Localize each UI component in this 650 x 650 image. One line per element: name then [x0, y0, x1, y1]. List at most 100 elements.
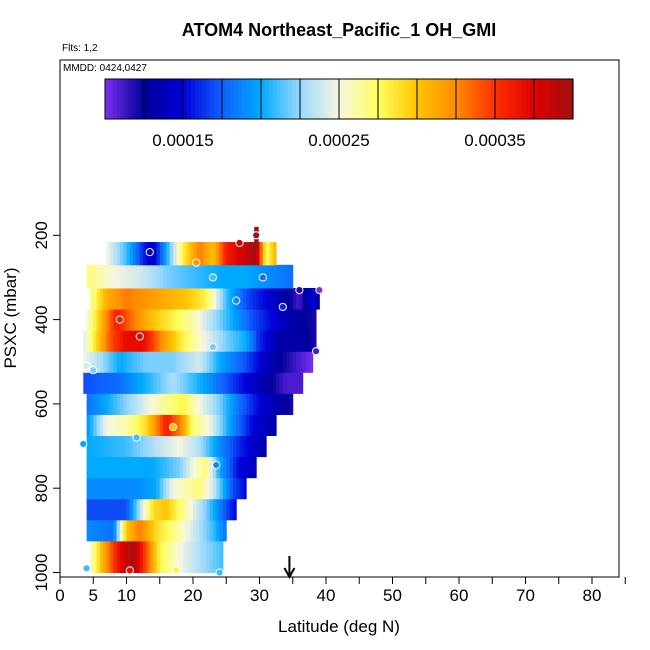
heatmap-cell [259, 435, 264, 458]
colorbar-swatch [335, 79, 340, 119]
heatmap-cell [246, 309, 251, 331]
colorbar-swatch [506, 79, 512, 119]
heatmap-cell [139, 519, 144, 542]
heatmap-cell [222, 456, 227, 479]
heatmap-cell [183, 393, 187, 415]
colorbar-swatch [456, 79, 461, 119]
heatmap-cell [143, 456, 147, 479]
heatmap-cell [276, 372, 280, 394]
colorbar-swatch [249, 79, 254, 119]
heatmap-cell [306, 351, 310, 373]
heatmap-cell [96, 264, 101, 289]
heatmap-cell [272, 414, 277, 437]
heatmap-cell [252, 309, 257, 331]
heatmap-cell [106, 330, 111, 352]
heatmap-cell [186, 351, 191, 373]
heatmap-cell [199, 330, 204, 352]
heatmap-cell [149, 435, 154, 458]
heatmap-cell [93, 372, 98, 394]
latitude-arrow [283, 556, 296, 580]
heatmap-cell [159, 287, 164, 310]
heatmap-cell [259, 309, 264, 331]
heatmap-cell [189, 309, 194, 331]
observation-point [208, 273, 218, 282]
heatmap-cell [116, 242, 121, 266]
colorbar-swatch [280, 79, 285, 119]
heatmap-cell [109, 393, 114, 415]
heatmap-cell [193, 477, 197, 500]
heatmap-cell [179, 498, 184, 521]
heatmap-cell [232, 351, 237, 373]
heatmap-cell [219, 393, 224, 415]
heatmap-cell [133, 351, 137, 373]
heatmap-cell [106, 477, 111, 500]
colorbar-swatch [311, 79, 317, 119]
x-axis-label: Latitude (deg N) [278, 617, 400, 636]
heatmap-cell [196, 351, 201, 373]
heatmap-cell [239, 435, 244, 458]
heatmap-cell [96, 351, 101, 373]
heatmap-cell [246, 242, 251, 266]
heatmap-cell [212, 540, 217, 573]
heatmap-cell [272, 287, 277, 310]
colorbar-swatch [514, 79, 519, 119]
colorbar-swatch [120, 79, 126, 119]
heatmap-cell [202, 456, 207, 479]
heatmap-cell [103, 498, 108, 521]
heatmap-cell [196, 519, 201, 542]
heatmap-cell [153, 264, 157, 289]
heatmap-cell [209, 309, 214, 331]
heatmap-cell [286, 287, 290, 310]
colorbar-swatch [397, 79, 402, 119]
colorbar-swatch [128, 79, 133, 119]
heatmap-cell [249, 309, 254, 331]
heatmap-cell [159, 519, 164, 542]
heatmap-cell [106, 372, 111, 394]
heatmap-cell [236, 330, 241, 352]
heatmap-cell [246, 414, 251, 437]
colorbar-swatch [331, 79, 336, 119]
heatmap-cell [109, 414, 114, 437]
heatmap-cell [199, 309, 204, 331]
heatmap-cell [269, 372, 274, 394]
heatmap-cell [219, 435, 224, 458]
heatmap-cell [89, 498, 94, 521]
heatmap-cell [133, 435, 137, 458]
heatmap-cell [83, 351, 88, 373]
colorbar-swatch [436, 79, 441, 119]
heatmap-cell [93, 287, 98, 310]
heatmap-cell [186, 264, 191, 289]
heatmap-cell [229, 351, 234, 373]
heatmap-cell [232, 264, 237, 289]
heatmap-cell [202, 519, 207, 542]
heatmap-cell [153, 414, 157, 437]
heatmap-cell [256, 351, 260, 373]
heatmap-cell [242, 242, 247, 266]
heatmap-cell [246, 330, 251, 352]
heatmap-cell [249, 456, 254, 479]
heatmap-cell [156, 498, 161, 521]
colorbar-swatch [549, 79, 555, 119]
heatmap-cell [206, 456, 211, 479]
y-tick-label: 400 [32, 305, 51, 333]
heatmap-cell [113, 498, 118, 521]
heatmap-cell [176, 309, 181, 331]
heatmap-cell [166, 456, 171, 479]
heatmap-cell [156, 242, 161, 266]
heatmap-cell [262, 414, 267, 437]
heatmap-cell [163, 477, 167, 500]
heatmap-cell [113, 519, 118, 542]
heatmap-cell [279, 309, 284, 331]
heatmap-cell [89, 287, 94, 310]
heatmap-cell [242, 435, 247, 458]
heatmap-cell [146, 330, 151, 352]
heatmap-cell [116, 540, 121, 573]
heatmap-cell [252, 393, 257, 415]
heatmap-cell [206, 242, 211, 266]
heatmap-cell [149, 330, 154, 352]
heatmap-cell [206, 330, 211, 352]
heatmap-cell [123, 393, 127, 415]
heatmap-cell [216, 372, 221, 394]
heatmap-cell [86, 414, 91, 437]
heatmap-cell [96, 498, 101, 521]
